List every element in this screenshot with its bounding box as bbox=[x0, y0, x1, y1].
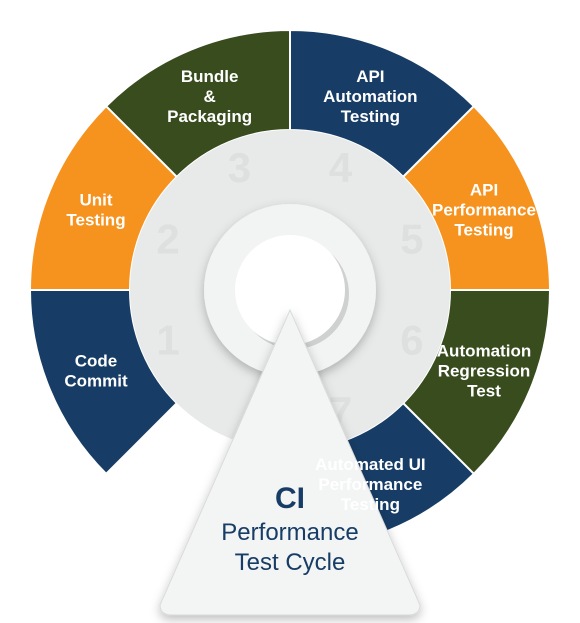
segment-label-4-line-2: Testing bbox=[341, 107, 400, 126]
segment-number-4: 4 bbox=[329, 144, 353, 191]
segment-label-5-line-1: Performance bbox=[432, 201, 536, 220]
segment-label-4-line-1: Automation bbox=[323, 87, 417, 106]
segment-label-1-line-0: Code bbox=[75, 351, 118, 370]
segment-number-2: 2 bbox=[156, 215, 179, 262]
segment-label-7-line-1: Performance bbox=[318, 475, 422, 494]
segment-label-7-line-2: Testing bbox=[341, 495, 400, 514]
segment-label-5-line-2: Testing bbox=[454, 221, 513, 240]
segment-label-2-line-1: Testing bbox=[66, 211, 125, 230]
segment-number-5: 5 bbox=[400, 215, 423, 262]
segment-number-6: 6 bbox=[400, 317, 423, 364]
center-subtitle-line-0: Performance bbox=[221, 519, 358, 546]
segment-number-1: 1 bbox=[156, 317, 179, 364]
segment-label-2-line-0: Unit bbox=[79, 191, 112, 210]
segment-label-5-line-0: API bbox=[470, 181, 498, 200]
ci-performance-cycle-diagram: 1234567CIPerformanceTest CycleCodeCommit… bbox=[0, 0, 580, 623]
segment-label-6-line-2: Test bbox=[467, 381, 501, 400]
center-subtitle-line-1: Test Cycle bbox=[235, 549, 346, 576]
segment-label-4-line-0: API bbox=[356, 67, 384, 86]
segment-label-6-line-0: Automation bbox=[437, 341, 531, 360]
segment-label-6-line-1: Regression bbox=[438, 361, 531, 380]
segment-number-3: 3 bbox=[228, 144, 251, 191]
segment-label-1-line-1: Commit bbox=[64, 371, 128, 390]
center-title: CI bbox=[275, 482, 305, 515]
diagram-svg: 1234567CIPerformanceTest CycleCodeCommit… bbox=[0, 0, 580, 623]
segment-label-7-line-0: Automated UI bbox=[315, 455, 426, 474]
segment-label-3-line-1: & bbox=[203, 87, 215, 106]
segment-label-3-line-0: Bundle bbox=[181, 67, 239, 86]
segment-label-3-line-2: Packaging bbox=[167, 107, 252, 126]
